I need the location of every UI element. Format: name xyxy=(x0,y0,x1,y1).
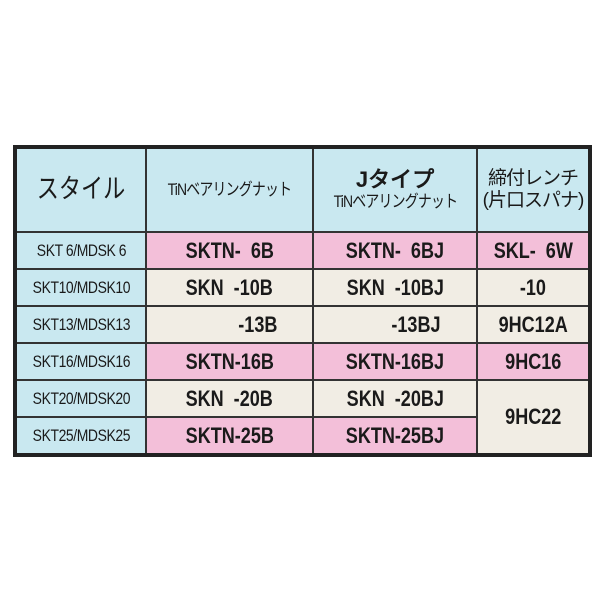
style-cell: SKT20/MDSK20 xyxy=(14,379,147,418)
product-table: スタイル TiNベアリングナット Jタイプ TiNベアリングナット 締付レンチ … xyxy=(13,145,592,457)
style-cell: SKT10/MDSK10 xyxy=(14,268,147,307)
header-wrench-line2: (片口スパナ) xyxy=(482,190,585,211)
j-cell: SKTN-16BJ xyxy=(312,342,478,381)
style-text: SKT 6/MDSK 6 xyxy=(36,240,126,260)
style-text: SKT20/MDSK20 xyxy=(32,388,130,408)
wrench-cell: 9HC16 xyxy=(476,342,591,381)
wrench-cell: 9HC22 xyxy=(476,379,591,456)
header-j-type-line2: TiNベアリングナット xyxy=(333,192,457,212)
table-row: SKT16/MDSK16 SKTN-16B SKTN-16BJ 9HC16 xyxy=(14,342,591,381)
style-text: SKT10/MDSK10 xyxy=(32,277,130,297)
tin-text: SKTN-25B xyxy=(185,422,274,448)
wrench-text: 9HC16 xyxy=(504,348,562,374)
tin-text: SKTN-16B xyxy=(185,348,274,374)
tin-cell: SKTN-16B xyxy=(145,342,314,381)
header-tin-nut: TiNベアリングナット xyxy=(145,146,314,233)
header-tin-nut-label: TiNベアリングナット xyxy=(167,179,292,199)
header-style: スタイル xyxy=(14,146,147,233)
j-cell: SKN -20BJ xyxy=(312,379,478,418)
style-text: SKT13/MDSK13 xyxy=(32,314,130,334)
wrench-cell: SKL- 6W xyxy=(476,231,591,270)
tin-text: -13B xyxy=(238,311,278,337)
table-row: SKT25/MDSK25 SKTN-25B SKTN-25BJ xyxy=(14,416,590,456)
j-text: SKN -20BJ xyxy=(346,385,444,411)
j-cell: SKN -10BJ xyxy=(312,268,478,307)
header-row: スタイル TiNベアリングナット Jタイプ TiNベアリングナット 締付レンチ … xyxy=(14,146,591,233)
tin-cell: -13B xyxy=(145,305,314,344)
j-text: SKN -10BJ xyxy=(346,274,444,300)
style-cell: SKT16/MDSK16 xyxy=(14,342,147,381)
style-cell: SKT 6/MDSK 6 xyxy=(14,231,147,270)
tin-text: SKN -10B xyxy=(185,274,274,300)
style-cell: SKT25/MDSK25 xyxy=(14,416,147,456)
j-text: SKTN- 6BJ xyxy=(345,237,445,263)
tin-cell: SKN -10B xyxy=(145,268,314,307)
j-cell: SKTN- 6BJ xyxy=(312,231,478,270)
j-text: SKTN-16BJ xyxy=(345,348,445,374)
wrench-text: SKL- 6W xyxy=(493,237,573,263)
wrench-cell: -10 xyxy=(476,268,591,307)
j-text: SKTN-25BJ xyxy=(345,422,445,448)
style-text: SKT16/MDSK16 xyxy=(32,351,130,371)
header-j-type-line1: Jタイプ xyxy=(355,167,435,193)
header-style-label: スタイル xyxy=(36,174,126,205)
style-text: SKT25/MDSK25 xyxy=(32,425,130,445)
j-cell: SKTN-25BJ xyxy=(312,416,478,456)
tin-text: SKTN- 6B xyxy=(185,237,274,263)
j-text: -13BJ xyxy=(391,311,441,337)
header-j-type: Jタイプ TiNベアリングナット xyxy=(312,146,478,233)
table-row: SKT 6/MDSK 6 SKTN- 6B SKTN- 6BJ SKL- 6W xyxy=(14,231,591,270)
tin-cell: SKTN-25B xyxy=(145,416,314,456)
wrench-cell: 9HC12A xyxy=(476,305,591,344)
tin-cell: SKTN- 6B xyxy=(145,231,314,270)
header-wrench-line1: 締付レンチ xyxy=(487,168,579,190)
wrench-text: -10 xyxy=(519,274,547,300)
style-cell: SKT13/MDSK13 xyxy=(14,305,147,344)
table-row: SKT10/MDSK10 SKN -10B SKN -10BJ -10 xyxy=(14,268,591,307)
wrench-text: 9HC12A xyxy=(498,311,568,337)
table-row: SKT13/MDSK13 -13B -13BJ 9HC12A xyxy=(14,305,591,344)
table-row: SKT20/MDSK20 SKN -20B SKN -20BJ 9HC22 xyxy=(14,379,591,456)
wrench-text: 9HC22 xyxy=(504,404,562,429)
header-wrench: 締付レンチ (片口スパナ) xyxy=(476,146,591,233)
tin-text: SKN -20B xyxy=(185,385,274,411)
tin-cell: SKN -20B xyxy=(145,379,314,418)
j-cell: -13BJ xyxy=(312,305,478,344)
